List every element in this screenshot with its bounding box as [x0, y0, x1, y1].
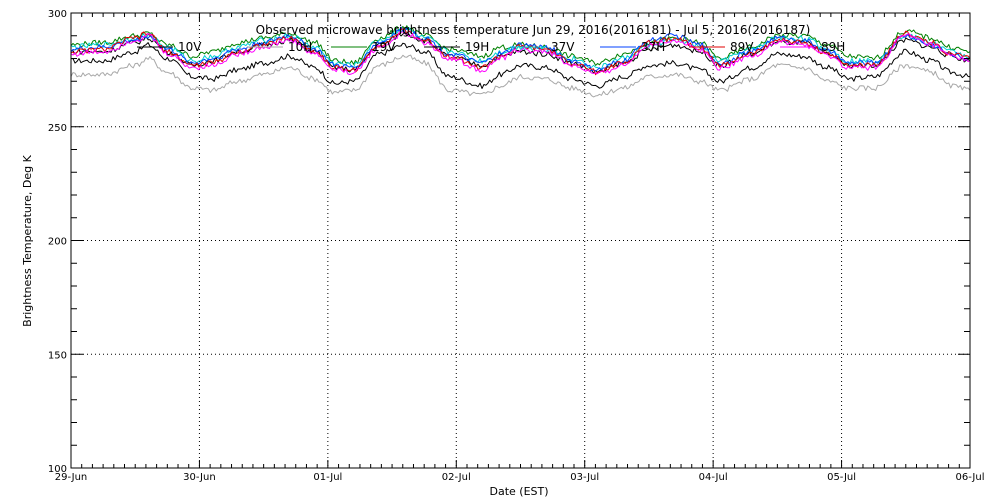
legend: 10V 10H 19V 19H 37V 37H 89V 89H: [137, 40, 845, 54]
series-layer: [70, 25, 971, 98]
legend-label-10h: 10H: [288, 40, 312, 54]
x-tick-label: 05-Jul: [827, 472, 856, 483]
x-tick-label: 01-Jul: [313, 472, 342, 483]
y-tick-label: 200: [48, 237, 67, 248]
legend-label-19v: 19V: [372, 40, 396, 54]
y-tick-label: 300: [48, 9, 67, 20]
series-line-19h: [70, 31, 971, 74]
tick-labels: 29-Jun 30-Jun 01-Jul 02-Jul 03-Jul 04-Jul 05-J…: [48, 9, 985, 483]
legend-label-10v: 10V: [178, 40, 202, 54]
x-tick-label: 06-Jul: [956, 472, 985, 483]
x-tick-label: 02-Jul: [442, 472, 471, 483]
chart-title: Observed microwave brightness temperatur…: [256, 23, 811, 37]
series-line-10v: [70, 42, 971, 89]
series-line-10h: [70, 54, 971, 98]
legend-label-37v: 37V: [551, 40, 575, 54]
series-line-89h: [70, 31, 971, 75]
x-tick-label: 29-Jun: [55, 472, 88, 483]
legend-label-19h: 19H: [465, 40, 489, 54]
series-line-37h: [70, 26, 971, 72]
legend-label-37h: 37H: [641, 40, 665, 54]
legend-label-89v: 89V: [730, 40, 754, 54]
y-tick-label: 250: [48, 123, 67, 134]
legend-label-89h: 89H: [821, 40, 845, 54]
series-line-37v: [70, 27, 971, 70]
x-tick-label: 30-Jun: [183, 472, 216, 483]
y-tick-label: 100: [48, 464, 67, 475]
x-axis-label: Date (EST): [489, 485, 548, 498]
y-axis-label: Brightness Temperature, Deg K: [21, 154, 34, 326]
x-tick-label: 04-Jul: [699, 472, 728, 483]
x-tick-label: 03-Jul: [570, 472, 599, 483]
y-tick-label: 150: [48, 350, 67, 361]
ticks: [70, 12, 971, 469]
